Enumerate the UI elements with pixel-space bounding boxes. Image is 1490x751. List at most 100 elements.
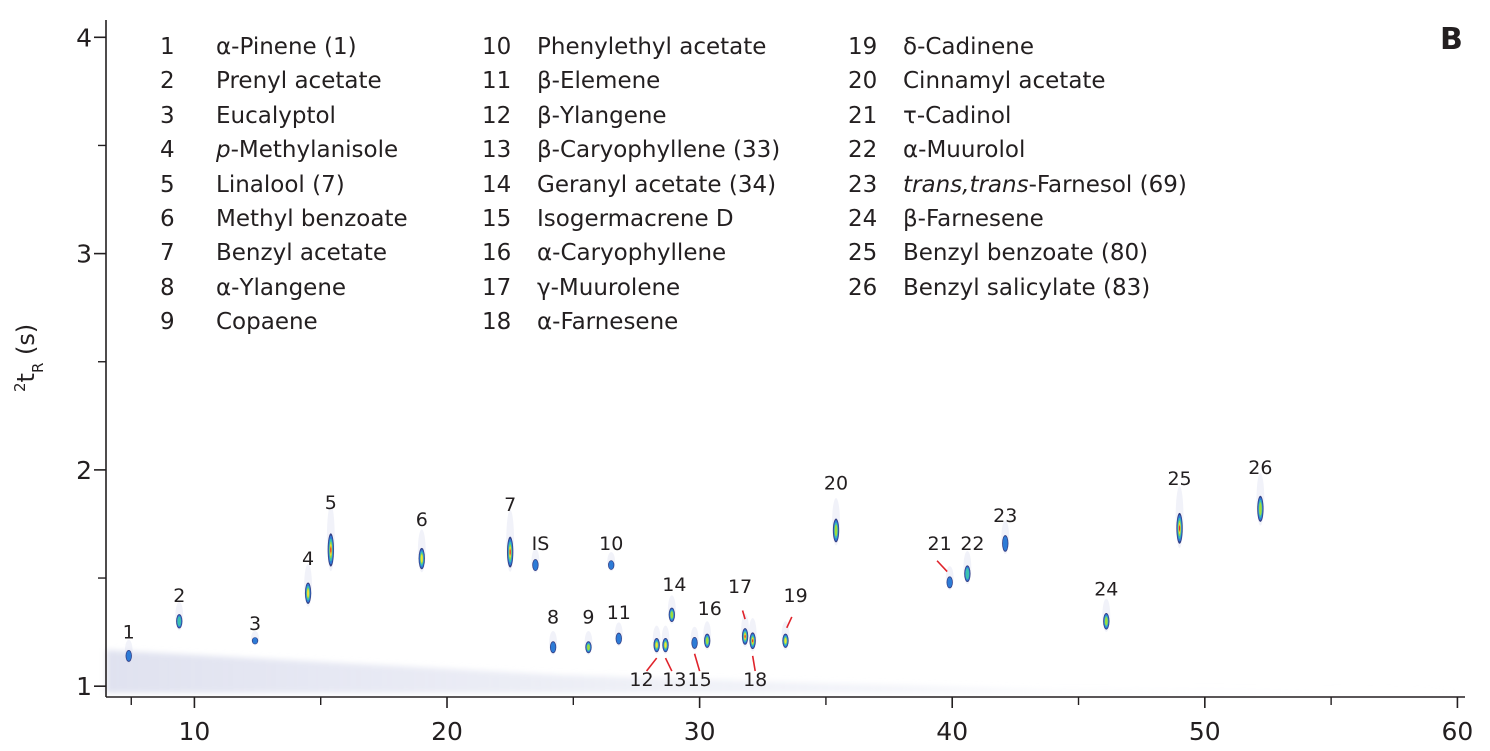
legend-name-text: Linalool (7) [216,171,345,198]
legend-name-text: -Farnesol (69) [1028,171,1187,198]
legend-name: Cinnamyl acetate [903,64,1106,98]
legend-name-text: β-Ylangene [537,102,667,129]
legend-name-text: β-Farnesene [903,206,1044,233]
peak-label-3: 3 [249,613,261,635]
legend-name: α-Muurolol [903,133,1025,167]
y-axis-label-unit: (s) [12,324,40,363]
peak-label-7: 7 [504,494,516,516]
y-axis-label-main: t [12,373,40,382]
x-tick-label-10: 10 [179,717,211,746]
peak-26 [1256,473,1265,526]
peak-20 [832,498,840,546]
peak-label-2: 2 [173,585,185,607]
legend-entry-24: 24 β-Farnesene [848,202,1187,236]
peak-6 [417,529,426,573]
peak-label-20: 20 [824,472,848,494]
legend-name: Benzyl benzoate (80) [903,236,1148,270]
legend-name-text: Benzyl benzoate (80) [903,240,1149,267]
y-tick-label-1: 1 [76,672,92,701]
x-tick-label-30: 30 [684,717,716,746]
legend-name: Phenylethyl acetate [537,30,766,64]
peak-label-24: 24 [1094,578,1118,600]
peak-label-15: 15 [688,669,712,691]
legend-entry-23: 23 trans,trans-Farnesol (69) [848,168,1187,202]
legend-entry-13: 13 β-Caryophyllene (33) [482,133,780,167]
legend-name: Benzyl acetate [216,236,387,270]
legend-name-text: -Methylanisole [230,137,399,164]
legend-number: 9 [160,309,175,336]
y-axis-label-sup: 2 [11,382,29,392]
legend-entry-1: 1 α-Pinene (1) [160,30,408,64]
legend-name-text: Benzyl salicylate (83) [903,274,1151,301]
legend-name-text: α-Ylangene [216,274,347,301]
peak-13 [661,625,670,655]
peak-11 [614,622,623,647]
leader-line-3 [741,610,746,620]
peak-label-10: 10 [599,533,623,555]
peak-14 [667,595,676,624]
peak-24 [1102,598,1111,632]
legend-number: 8 [160,274,175,301]
y-tick-label-2: 2 [76,456,92,485]
peak-label-4: 4 [302,548,314,570]
peak-label-5: 5 [325,492,337,514]
legend-entry-25: 25 Benzyl benzoate (80) [848,236,1187,270]
legend-number: 11 [482,68,512,95]
legend-name-text: α-Muurolol [903,137,1026,164]
y-tick-label-4: 4 [76,23,92,52]
legend-number: 24 [848,206,878,233]
peak-2 [175,601,184,631]
legend-entry-17: 17 γ-Muurolene [482,271,780,305]
legend-number: 2 [160,68,175,95]
legend-entry-6: 6 Methyl benzoate [160,202,408,236]
peak-19 [781,621,790,650]
peak-label-IS: IS [532,533,550,555]
leader-line-6 [936,560,948,573]
legend-number: 20 [848,68,878,95]
legend-name: γ-Muurolene [537,271,680,305]
peak-label-1: 1 [123,622,135,644]
svg-text:2tR (s): 2tR (s) [11,324,47,392]
legend-name-text: Prenyl acetate [216,68,382,95]
leader-line-4 [751,655,756,672]
legend-name-text: β-Caryophyllene (33) [537,137,781,164]
legend-name-text: Methyl benzoate [216,206,408,233]
legend-entry-2: 2 Prenyl acetate [160,64,408,98]
legend-name-text: Cinnamyl acetate [903,68,1106,95]
legend-entry-15: 15 Isogermacrene D [482,202,780,236]
legend-name-text: α-Farnesene [537,309,679,336]
legend-name: Linalool (7) [216,168,345,202]
peak-label-16: 16 [698,598,722,620]
legend-entry-4: 4 p-Methylanisole [160,133,408,167]
peak-1 [124,639,133,664]
legend-name-text: Benzyl acetate [216,240,388,267]
legend-name-text: Eucalyptol [216,102,336,129]
y-axis-label-sub: R [29,363,47,373]
peak-23 [1001,520,1010,555]
peak-16 [703,621,712,650]
legend-name-text: δ-Cadinene [903,34,1034,60]
peak-12 [652,625,661,655]
legend-entry-7: 7 Benzyl acetate [160,236,408,270]
y-axis-label: 2tR (s) [8,324,48,392]
legend-number: 7 [160,240,175,267]
legend-name-text: Phenylethyl acetate [537,34,767,60]
legend-name: Isogermacrene D [537,202,734,236]
leader-lines [645,560,948,672]
legend-number: 25 [848,240,878,267]
legend-name: β-Elemene [537,64,660,98]
legend-number: 18 [482,309,512,336]
peak-15 [690,626,699,651]
peak-10 [607,552,616,572]
legend-entry-5: 5 Linalool (7) [160,168,408,202]
legend-name: β-Ylangene [537,99,667,133]
peak-17 [741,613,749,648]
peak-18 [748,618,757,652]
legend-number: 5 [160,171,175,198]
legend-entry-12: 12 β-Ylangene [482,99,780,133]
legend-name: Benzyl salicylate (83) [903,271,1150,305]
legend-column-3: 19 δ-Cadinene 20 Cinnamyl acetate 21 τ-Cadino… [848,30,1187,305]
legend-name: Eucalyptol [216,99,336,133]
